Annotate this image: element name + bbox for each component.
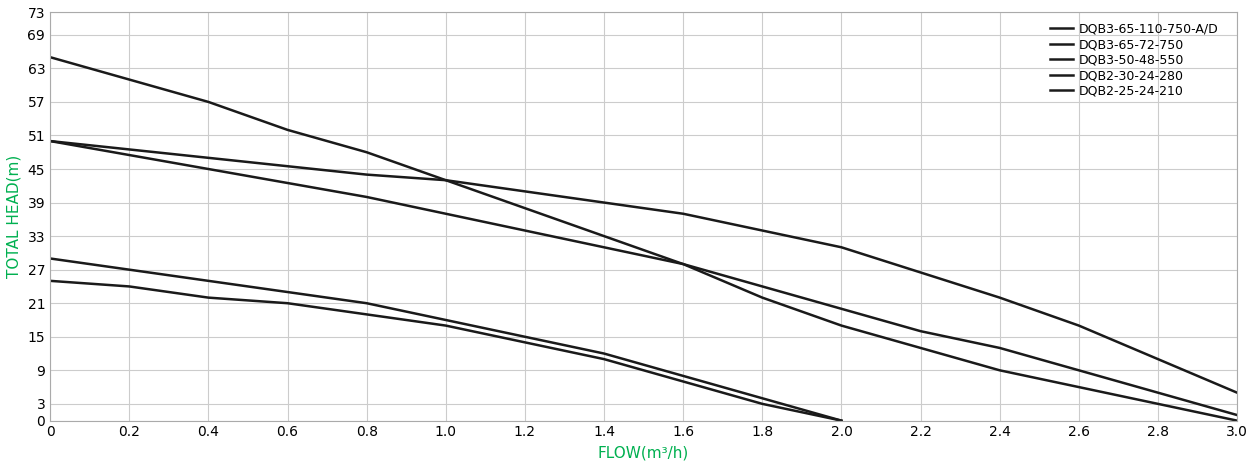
DQB3-65-72-750 xyxy=(201,166,216,172)
DQB2-25-24-210 xyxy=(675,379,690,384)
DQB3-50-48-550 xyxy=(1072,323,1087,328)
DQB3-50-48-550 xyxy=(1151,356,1166,362)
DQB2-30-24-280 xyxy=(438,317,453,323)
Line: DQB2-30-24-280: DQB2-30-24-280 xyxy=(50,258,841,421)
DQB3-50-48-550 xyxy=(1230,390,1245,396)
DQB3-65-72-750 xyxy=(1151,390,1166,396)
DQB3-65-110-750-A/D xyxy=(754,295,769,300)
DQB3-65-110-750-A/D xyxy=(43,54,58,60)
Y-axis label: TOTAL HEAD(m): TOTAL HEAD(m) xyxy=(8,155,21,278)
X-axis label: FLOW(m³/h): FLOW(m³/h) xyxy=(597,445,689,460)
DQB2-30-24-280 xyxy=(201,278,216,283)
DQB3-65-110-750-A/D xyxy=(914,345,929,351)
DQB3-65-110-750-A/D xyxy=(1072,384,1087,390)
DQB2-30-24-280 xyxy=(754,396,769,401)
DQB3-65-72-750 xyxy=(43,138,58,144)
DQB3-65-72-750 xyxy=(833,306,848,311)
DQB2-30-24-280 xyxy=(596,351,611,356)
DQB3-65-110-750-A/D xyxy=(1230,418,1245,424)
DQB3-50-48-550 xyxy=(596,200,611,205)
DQB2-25-24-210 xyxy=(833,418,848,424)
Legend: DQB3-65-110-750-A/D, DQB3-65-72-750, DQB3-50-48-550, DQB2-30-24-280, DQB2-25-24-: DQB3-65-110-750-A/D, DQB3-65-72-750, DQB… xyxy=(1050,23,1219,98)
DQB3-50-48-550 xyxy=(438,177,453,183)
DQB3-65-72-750 xyxy=(1230,412,1245,418)
DQB3-50-48-550 xyxy=(675,211,690,217)
DQB3-65-110-750-A/D xyxy=(833,323,848,328)
DQB2-30-24-280 xyxy=(43,255,58,261)
DQB3-65-110-750-A/D xyxy=(1151,401,1166,407)
Line: DQB3-65-72-750: DQB3-65-72-750 xyxy=(50,141,1237,415)
DQB2-25-24-210 xyxy=(754,401,769,407)
DQB3-65-72-750 xyxy=(359,194,374,200)
DQB2-30-24-280 xyxy=(359,300,374,306)
DQB3-65-110-750-A/D xyxy=(201,99,216,105)
DQB2-25-24-210 xyxy=(280,300,295,306)
Line: DQB3-50-48-550: DQB3-50-48-550 xyxy=(50,141,1237,393)
DQB2-30-24-280 xyxy=(675,373,690,379)
DQB2-30-24-280 xyxy=(517,334,532,340)
DQB3-65-110-750-A/D xyxy=(359,149,374,155)
Line: DQB3-65-110-750-A/D: DQB3-65-110-750-A/D xyxy=(50,57,1237,421)
DQB3-65-110-750-A/D xyxy=(438,177,453,183)
DQB3-65-72-750 xyxy=(675,261,690,267)
DQB2-25-24-210 xyxy=(517,340,532,345)
DQB2-25-24-210 xyxy=(43,278,58,283)
DQB3-50-48-550 xyxy=(43,138,58,144)
DQB3-65-72-750 xyxy=(914,328,929,334)
DQB3-65-72-750 xyxy=(1072,368,1087,373)
DQB3-65-110-750-A/D xyxy=(596,234,611,239)
DQB3-50-48-550 xyxy=(993,295,1008,300)
DQB3-65-72-750 xyxy=(517,228,532,234)
DQB2-30-24-280 xyxy=(122,267,137,272)
DQB3-65-72-750 xyxy=(993,345,1008,351)
DQB3-65-110-750-A/D xyxy=(675,261,690,267)
DQB3-50-48-550 xyxy=(359,172,374,177)
DQB3-65-110-750-A/D xyxy=(993,368,1008,373)
DQB3-50-48-550 xyxy=(517,189,532,194)
DQB2-30-24-280 xyxy=(833,418,848,424)
DQB2-25-24-210 xyxy=(122,283,137,289)
DQB3-50-48-550 xyxy=(833,245,848,250)
DQB2-25-24-210 xyxy=(438,323,453,328)
DQB2-25-24-210 xyxy=(596,356,611,362)
DQB3-65-110-750-A/D xyxy=(280,127,295,133)
Line: DQB2-25-24-210: DQB2-25-24-210 xyxy=(50,281,841,421)
DQB2-30-24-280 xyxy=(280,289,295,295)
DQB3-65-110-750-A/D xyxy=(517,205,532,211)
DQB3-65-110-750-A/D xyxy=(122,77,137,82)
DQB3-50-48-550 xyxy=(201,155,216,161)
DQB2-25-24-210 xyxy=(201,295,216,300)
DQB3-65-72-750 xyxy=(754,283,769,289)
DQB2-25-24-210 xyxy=(359,311,374,317)
DQB3-65-72-750 xyxy=(596,245,611,250)
